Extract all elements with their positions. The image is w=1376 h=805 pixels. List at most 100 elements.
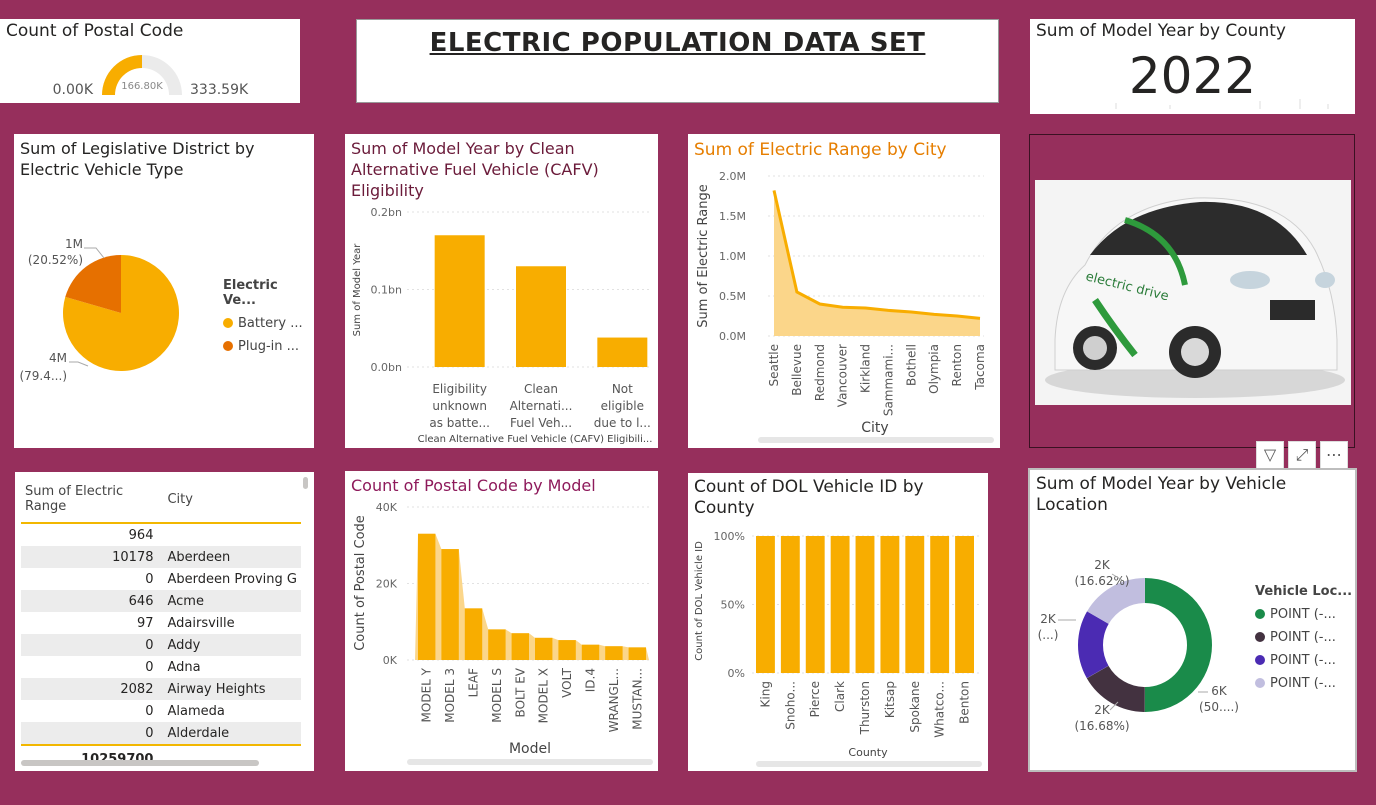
- x-tick-label: VOLT: [560, 667, 574, 697]
- focus-mode-icon[interactable]: ⤢: [1288, 441, 1316, 469]
- x-tick-label: MODEL S: [490, 668, 504, 723]
- kpi-title: Sum of Model Year by County: [1036, 21, 1286, 41]
- x-tick-label: as batte...: [429, 416, 490, 430]
- donut-legend-item[interactable]: POINT (-...: [1255, 630, 1352, 645]
- y-tick-label: 0%: [728, 667, 745, 680]
- legend-dot-icon: [1255, 609, 1265, 619]
- cafv-card[interactable]: Sum of Model Year by Clean Alternative F…: [345, 134, 658, 448]
- y-tick-label: 40K: [376, 501, 398, 514]
- bar: [880, 536, 900, 673]
- donut-chart: 6K (50....) 2K (16.68%) 2K (...) 2K (16.62%): [1038, 558, 1239, 733]
- table-row[interactable]: 0 Adna: [145, 659, 201, 675]
- bar: [597, 337, 648, 367]
- x-tick-label: Pierce: [808, 681, 822, 717]
- table-row[interactable]: 0 Aberdeen Proving G: [145, 571, 297, 587]
- y-axis-label: Count of DOL Vehicle ID: [694, 541, 705, 661]
- dol-bar-chart: 0% 50% 100% King Snoho... Pierce Clark Thurston…: [694, 530, 980, 759]
- donut-title: Sum of Model Year by Vehicle Location: [1036, 474, 1287, 515]
- pie-legend-item[interactable]: Battery ...: [223, 316, 314, 331]
- horizontal-scrollbar[interactable]: [758, 437, 994, 443]
- x-tick-label: MUSTAN...: [630, 668, 644, 730]
- model-band: [464, 608, 483, 660]
- donut-leader: [1111, 573, 1123, 581]
- x-tick-label: Clark: [833, 681, 847, 712]
- bar: [855, 536, 875, 673]
- pie-legend-title: Electric Ve...: [223, 278, 278, 308]
- donut-legend-item[interactable]: POINT (-...: [1255, 607, 1352, 622]
- x-axis-label: Model: [509, 741, 551, 757]
- donut-card[interactable]: Sum of Model Year by Vehicle Location 6K…: [1028, 468, 1357, 772]
- vertical-scrollbar[interactable]: [303, 477, 308, 489]
- horizontal-scrollbar[interactable]: [21, 760, 259, 766]
- model-card[interactable]: Count of Postal Code by Model 0K 20K 40K MO…: [345, 471, 658, 771]
- y-tick-label: 1.0M: [719, 250, 746, 263]
- x-tick-label: MODEL 3: [443, 668, 457, 723]
- model-band: [628, 647, 646, 660]
- x-tick-label: Kirkland: [859, 344, 873, 393]
- legend-dot-icon: [1255, 632, 1265, 642]
- table-row[interactable]: 646 Acme: [21, 590, 301, 612]
- bar: [830, 536, 850, 673]
- table-row[interactable]: 0 Alderdale: [21, 722, 301, 745]
- series-line: [772, 190, 981, 320]
- range-city-card[interactable]: Sum of Electric Range by City 0.0M 0.5M 1.…: [688, 134, 1000, 448]
- kpi-sparkline: [1115, 99, 1329, 109]
- donut-callout-pct: (16.62%): [1074, 574, 1129, 588]
- donut-callout-value: 2K: [1094, 703, 1111, 717]
- pie-legend-item[interactable]: Plug-in ...: [223, 339, 314, 354]
- donut-legend-item[interactable]: POINT (-...: [1255, 653, 1352, 668]
- gauge-card[interactable]: Count of Postal Code 0.00K 333.59K 166.80K: [0, 19, 300, 103]
- gauge-title: Count of Postal Code: [6, 21, 184, 41]
- x-axis-label: Clean Alternative Fuel Vehicle (CAFV) El…: [418, 434, 653, 445]
- y-tick-label: 0.2bn: [371, 206, 402, 219]
- table-row[interactable]: 0 Alameda: [145, 703, 225, 719]
- bar: [756, 536, 775, 673]
- gauge-min-label: 0.00K: [53, 82, 94, 98]
- dol-card[interactable]: Count of DOL Vehicle ID by County 0% 50% 1…: [688, 473, 988, 771]
- table-row[interactable]: 10178 Aberdeen: [21, 546, 301, 568]
- table-card[interactable]: Sum of Electric Range City 964 10178 Aber…: [15, 472, 314, 771]
- x-tick-label: due to l...: [594, 416, 651, 430]
- table-row[interactable]: 0 Addy: [21, 634, 301, 656]
- model-band: [511, 633, 529, 660]
- model-band: [581, 644, 600, 660]
- pie-legend: Electric Ve... Battery ... Plug-in ...: [223, 278, 314, 354]
- car-image: electric drive: [1035, 180, 1351, 405]
- range-area-chart: 0.0M 0.5M 1.0M 1.5M 2.0M Seattle Bellevue Redmo…: [696, 170, 987, 436]
- filter-icon[interactable]: ▽: [1256, 441, 1284, 469]
- x-axis-label: County: [848, 746, 888, 759]
- pie-chart: 1M (20.52%) 4M (79.4...): [19, 237, 180, 383]
- donut-slice: [1087, 578, 1145, 624]
- pie-callout-value: 4M: [49, 351, 67, 365]
- cafv-title: Sum of Model Year by Clean Alternative F…: [351, 139, 599, 200]
- kpi-card[interactable]: Sum of Model Year by County 2022: [1030, 19, 1355, 114]
- x-tick-label: LEAF: [467, 668, 481, 697]
- more-options-icon[interactable]: ⋯: [1320, 441, 1348, 469]
- y-tick-label: 0.0M: [719, 330, 746, 343]
- horizontal-scrollbar[interactable]: [756, 761, 982, 767]
- pie-card[interactable]: Sum of Legislative District by Electric …: [14, 134, 314, 448]
- donut-legend-item[interactable]: POINT (-...: [1255, 676, 1352, 691]
- legend-dot-icon: [1255, 655, 1265, 665]
- table-header-city[interactable]: City: [163, 478, 301, 524]
- table-row[interactable]: 964: [128, 527, 154, 543]
- x-tick-label: Thurston: [858, 681, 872, 735]
- x-tick-label: Vancouver: [836, 344, 850, 407]
- table-header-range[interactable]: Sum of Electric Range: [21, 478, 164, 524]
- range-city-table: Sum of Electric Range City 964 10178 Aber…: [21, 478, 301, 770]
- image-card[interactable]: electric drive: [1029, 134, 1355, 448]
- legend-dot-icon: [223, 318, 233, 328]
- x-tick-label: Renton: [950, 344, 964, 386]
- table-row[interactable]: 2082 Airway Heights: [21, 678, 301, 700]
- y-tick-label: 1.5M: [719, 210, 746, 223]
- model-band: [418, 533, 436, 660]
- donut-callout-pct: (16.68%): [1074, 719, 1129, 733]
- model-band: [488, 629, 506, 660]
- bar: [955, 536, 974, 673]
- horizontal-scrollbar[interactable]: [407, 759, 653, 765]
- gauge-chart: 0.00K 333.59K 166.80K: [53, 55, 249, 98]
- table-row[interactable]: 97 Adairsville: [136, 615, 235, 631]
- x-tick-label: Not: [612, 382, 633, 396]
- y-tick-label: 20K: [376, 578, 398, 591]
- gauge-value-label: 166.80K: [121, 81, 163, 92]
